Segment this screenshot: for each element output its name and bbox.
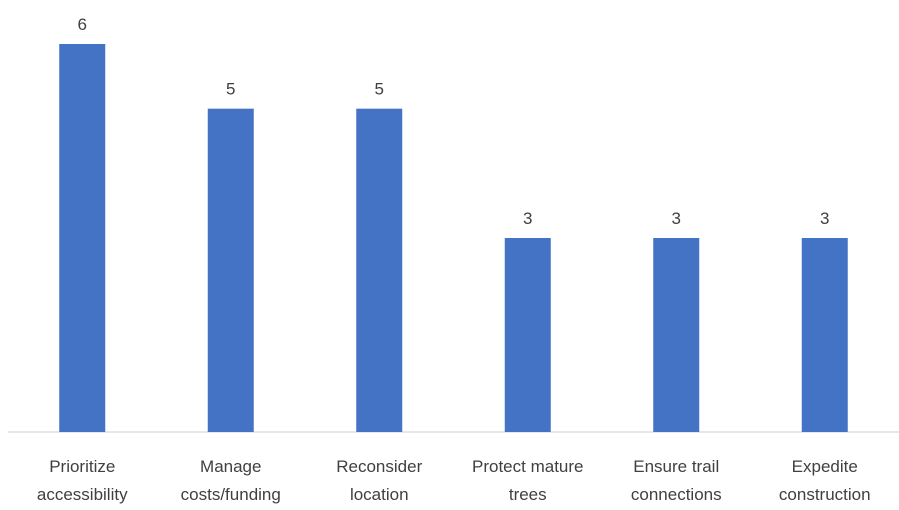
data-label-3: 3 (523, 209, 532, 228)
bar-3 (504, 238, 551, 432)
data-label-5: 3 (820, 209, 829, 228)
x-tick-label-5-line-0: Expedite (792, 457, 858, 476)
bar-2 (356, 108, 403, 433)
data-label-4: 3 (672, 209, 681, 228)
x-tick-label-4-line-0: Ensure trail (633, 457, 719, 476)
bar-0 (59, 44, 106, 432)
x-tick-label-0-line-0: Prioritize (49, 457, 115, 476)
x-tick-label-2-line-1: location (350, 485, 409, 504)
x-tick-label-4-line-1: connections (631, 485, 722, 504)
x-tick-label-2-line-0: Reconsider (336, 457, 422, 476)
x-tick-label-1-line-0: Manage (200, 457, 261, 476)
data-label-1: 5 (226, 80, 235, 99)
data-labels-group: 6 5 5 3 3 3 (78, 15, 830, 228)
bars-group (59, 44, 848, 433)
x-tick-labels-group: Prioritize accessibility Manage costs/fundi… (37, 457, 871, 504)
data-label-0: 6 (78, 15, 87, 34)
x-tick-label-1-line-1: costs/funding (181, 485, 281, 504)
x-tick-label-5-line-1: construction (779, 485, 871, 504)
data-label-2: 5 (375, 80, 384, 99)
bar-1 (207, 108, 254, 433)
x-tick-label-0-line-1: accessibility (37, 485, 128, 504)
x-tick-label-3-line-1: trees (509, 485, 547, 504)
bar-4 (653, 238, 700, 432)
x-tick-label-3-line-0: Protect mature (472, 457, 584, 476)
bar-5 (801, 238, 848, 432)
